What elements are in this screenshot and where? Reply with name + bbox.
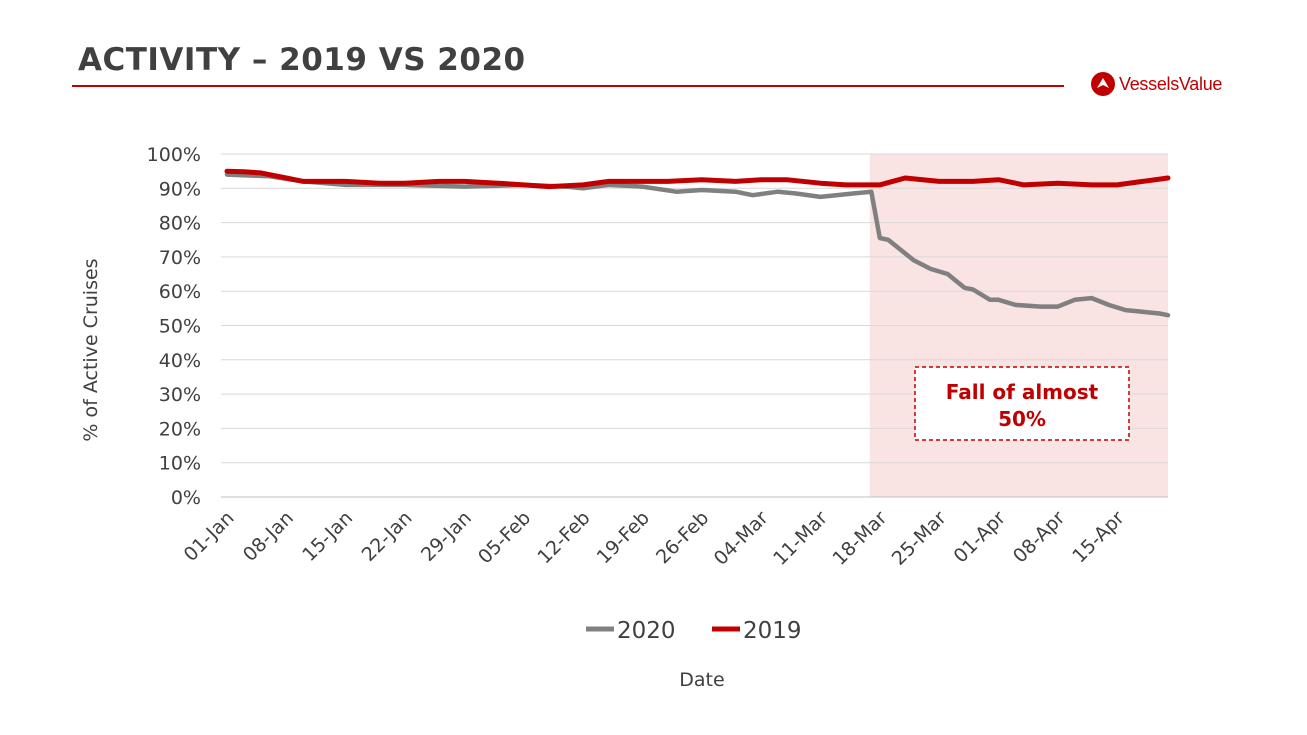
x-tick-label: 15-Jan xyxy=(298,507,357,566)
y-tick-label: 20% xyxy=(159,418,201,440)
x-tick-label: 29-Jan xyxy=(417,507,476,566)
x-tick-label: 22-Jan xyxy=(358,507,417,566)
y-tick-label: 50% xyxy=(159,316,201,338)
legend-label-2020: 2020 xyxy=(617,618,676,644)
annotation-line-1: Fall of almost xyxy=(946,380,1099,404)
x-axis-title: Date xyxy=(679,669,724,691)
y-tick-label: 60% xyxy=(159,281,201,303)
y-tick-label: 100% xyxy=(147,144,201,166)
vesselsvalue-logo-icon xyxy=(1091,72,1115,96)
x-tick-label: 05-Feb xyxy=(474,507,535,568)
y-tick-label: 70% xyxy=(159,247,201,269)
x-tick-label: 04-Mar xyxy=(710,507,773,570)
x-tick-label: 12-Feb xyxy=(533,507,594,568)
x-tick-label: 26-Feb xyxy=(652,507,713,568)
logo-text: VesselsValue xyxy=(1119,73,1223,94)
y-tick-label: 40% xyxy=(159,350,201,372)
y-tick-label: 80% xyxy=(159,213,201,235)
x-tick-label: 01-Apr xyxy=(950,507,1011,568)
y-tick-label: 10% xyxy=(159,453,201,475)
annotation-line-2: 50% xyxy=(998,407,1046,431)
legend-label-2019: 2019 xyxy=(743,618,802,644)
annotation-box xyxy=(914,366,1130,441)
x-tick-label: 08-Jan xyxy=(239,507,298,566)
x-tick-label: 08-Apr xyxy=(1009,507,1070,568)
x-tick-label: 11-Mar xyxy=(769,507,832,570)
y-tick-label: 90% xyxy=(159,178,201,200)
y-tick-label: 30% xyxy=(159,384,201,406)
x-tick-label: 15-Apr xyxy=(1068,507,1129,568)
x-tick-label: 19-Feb xyxy=(593,507,654,568)
title-underline xyxy=(72,85,1064,87)
x-tick-label: 18-Mar xyxy=(828,507,891,570)
x-tick-label: 25-Mar xyxy=(888,507,951,570)
vesselsvalue-logo: VesselsValue xyxy=(1091,72,1222,96)
y-tick-label: 0% xyxy=(171,487,201,509)
series-line-2019 xyxy=(224,168,1171,190)
page-title: ACTIVITY – 2019 VS 2020 xyxy=(78,42,526,78)
y-axis-title: % of Active Cruises xyxy=(80,258,102,441)
x-tick-label: 01-Jan xyxy=(180,507,239,566)
